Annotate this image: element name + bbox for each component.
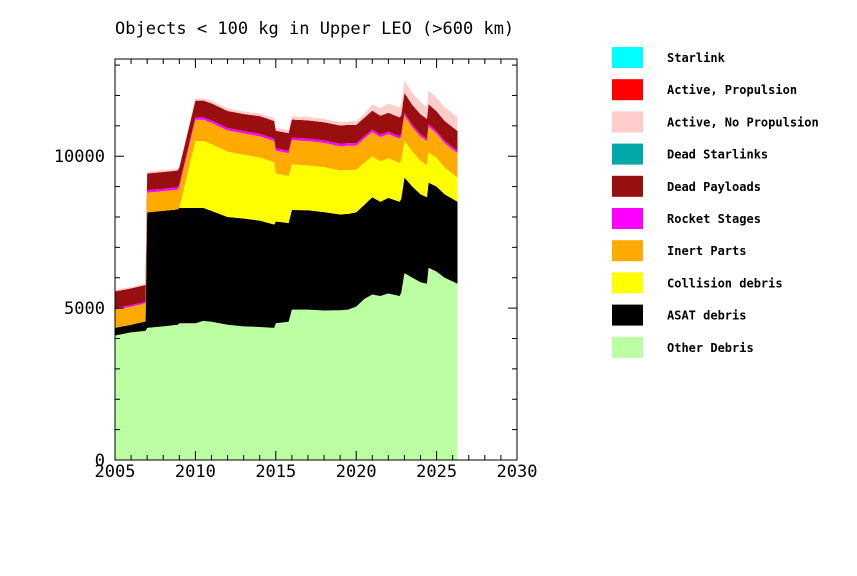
legend-swatch: [612, 240, 643, 262]
legend-label: Starlink: [667, 51, 726, 65]
legend-item-inert-parts: Inert Parts: [612, 240, 746, 262]
legend-item-asat-debris: ASAT debris: [612, 304, 746, 326]
y-axis: 0 5000 10000: [54, 64, 517, 471]
legend-swatch: [612, 143, 643, 165]
chart-title: Objects < 100 kg in Upper LEO (>600 km): [115, 19, 514, 39]
legend-swatch: [612, 79, 643, 101]
area-other-debris: [115, 267, 458, 460]
legend-item-rocket-stages: Rocket Stages: [612, 208, 761, 229]
area-dead-payloads: [115, 93, 458, 309]
legend-swatch: [612, 336, 643, 358]
legend-label: Active, Propulsion: [667, 83, 797, 97]
legend: Starlink Active, Propulsion Active, No Pro…: [612, 47, 819, 358]
plot-frame: [114, 58, 518, 461]
legend-label: Active, No Propulsion: [667, 115, 819, 129]
legend-label: Dead Starlinks: [667, 148, 768, 162]
x-tick-label: 2005: [95, 462, 136, 482]
x-tick-label: 2025: [416, 462, 457, 482]
x-axis: 2005 2010 2015 2020 2025 2030: [95, 59, 538, 482]
legend-label: ASAT debris: [667, 309, 746, 323]
legend-label: Rocket Stages: [667, 212, 761, 226]
x-tick-label: 2015: [255, 462, 296, 482]
legend-swatch: [612, 47, 643, 68]
y-tick-label: 0: [95, 451, 105, 471]
legend-swatch: [612, 208, 643, 229]
legend-label: Other Debris: [667, 341, 754, 355]
legend-label: Dead Payloads: [667, 180, 761, 194]
area-collision-debris: [115, 141, 458, 328]
legend-item-collision-debris: Collision debris: [612, 272, 783, 294]
stacked-areas: [115, 80, 458, 460]
x-tick-label: 2010: [175, 462, 216, 482]
area-rocket-stages: [115, 112, 458, 310]
legend-item-starlink: Starlink: [612, 47, 726, 68]
y-tick-label: 10000: [54, 147, 105, 167]
legend-item-dead-starlinks: Dead Starlinks: [612, 143, 768, 165]
legend-label: Inert Parts: [667, 244, 746, 258]
area-asat-debris: [115, 177, 458, 336]
legend-swatch: [612, 111, 643, 133]
legend-item-active-no-propulsion: Active, No Propulsion: [612, 111, 819, 133]
x-tick-label: 2020: [336, 462, 377, 482]
x-tick-label: 2030: [497, 462, 538, 482]
area-inert-parts: [115, 115, 458, 328]
legend-label: Collision debris: [667, 276, 783, 290]
y-tick-label: 5000: [64, 299, 105, 319]
legend-swatch: [612, 304, 643, 326]
legend-swatch: [612, 272, 643, 294]
legend-item-other-debris: Other Debris: [612, 336, 754, 358]
legend-swatch: [612, 175, 643, 197]
legend-item-active-propulsion: Active, Propulsion: [612, 79, 797, 101]
legend-item-dead-payloads: Dead Payloads: [612, 175, 761, 197]
